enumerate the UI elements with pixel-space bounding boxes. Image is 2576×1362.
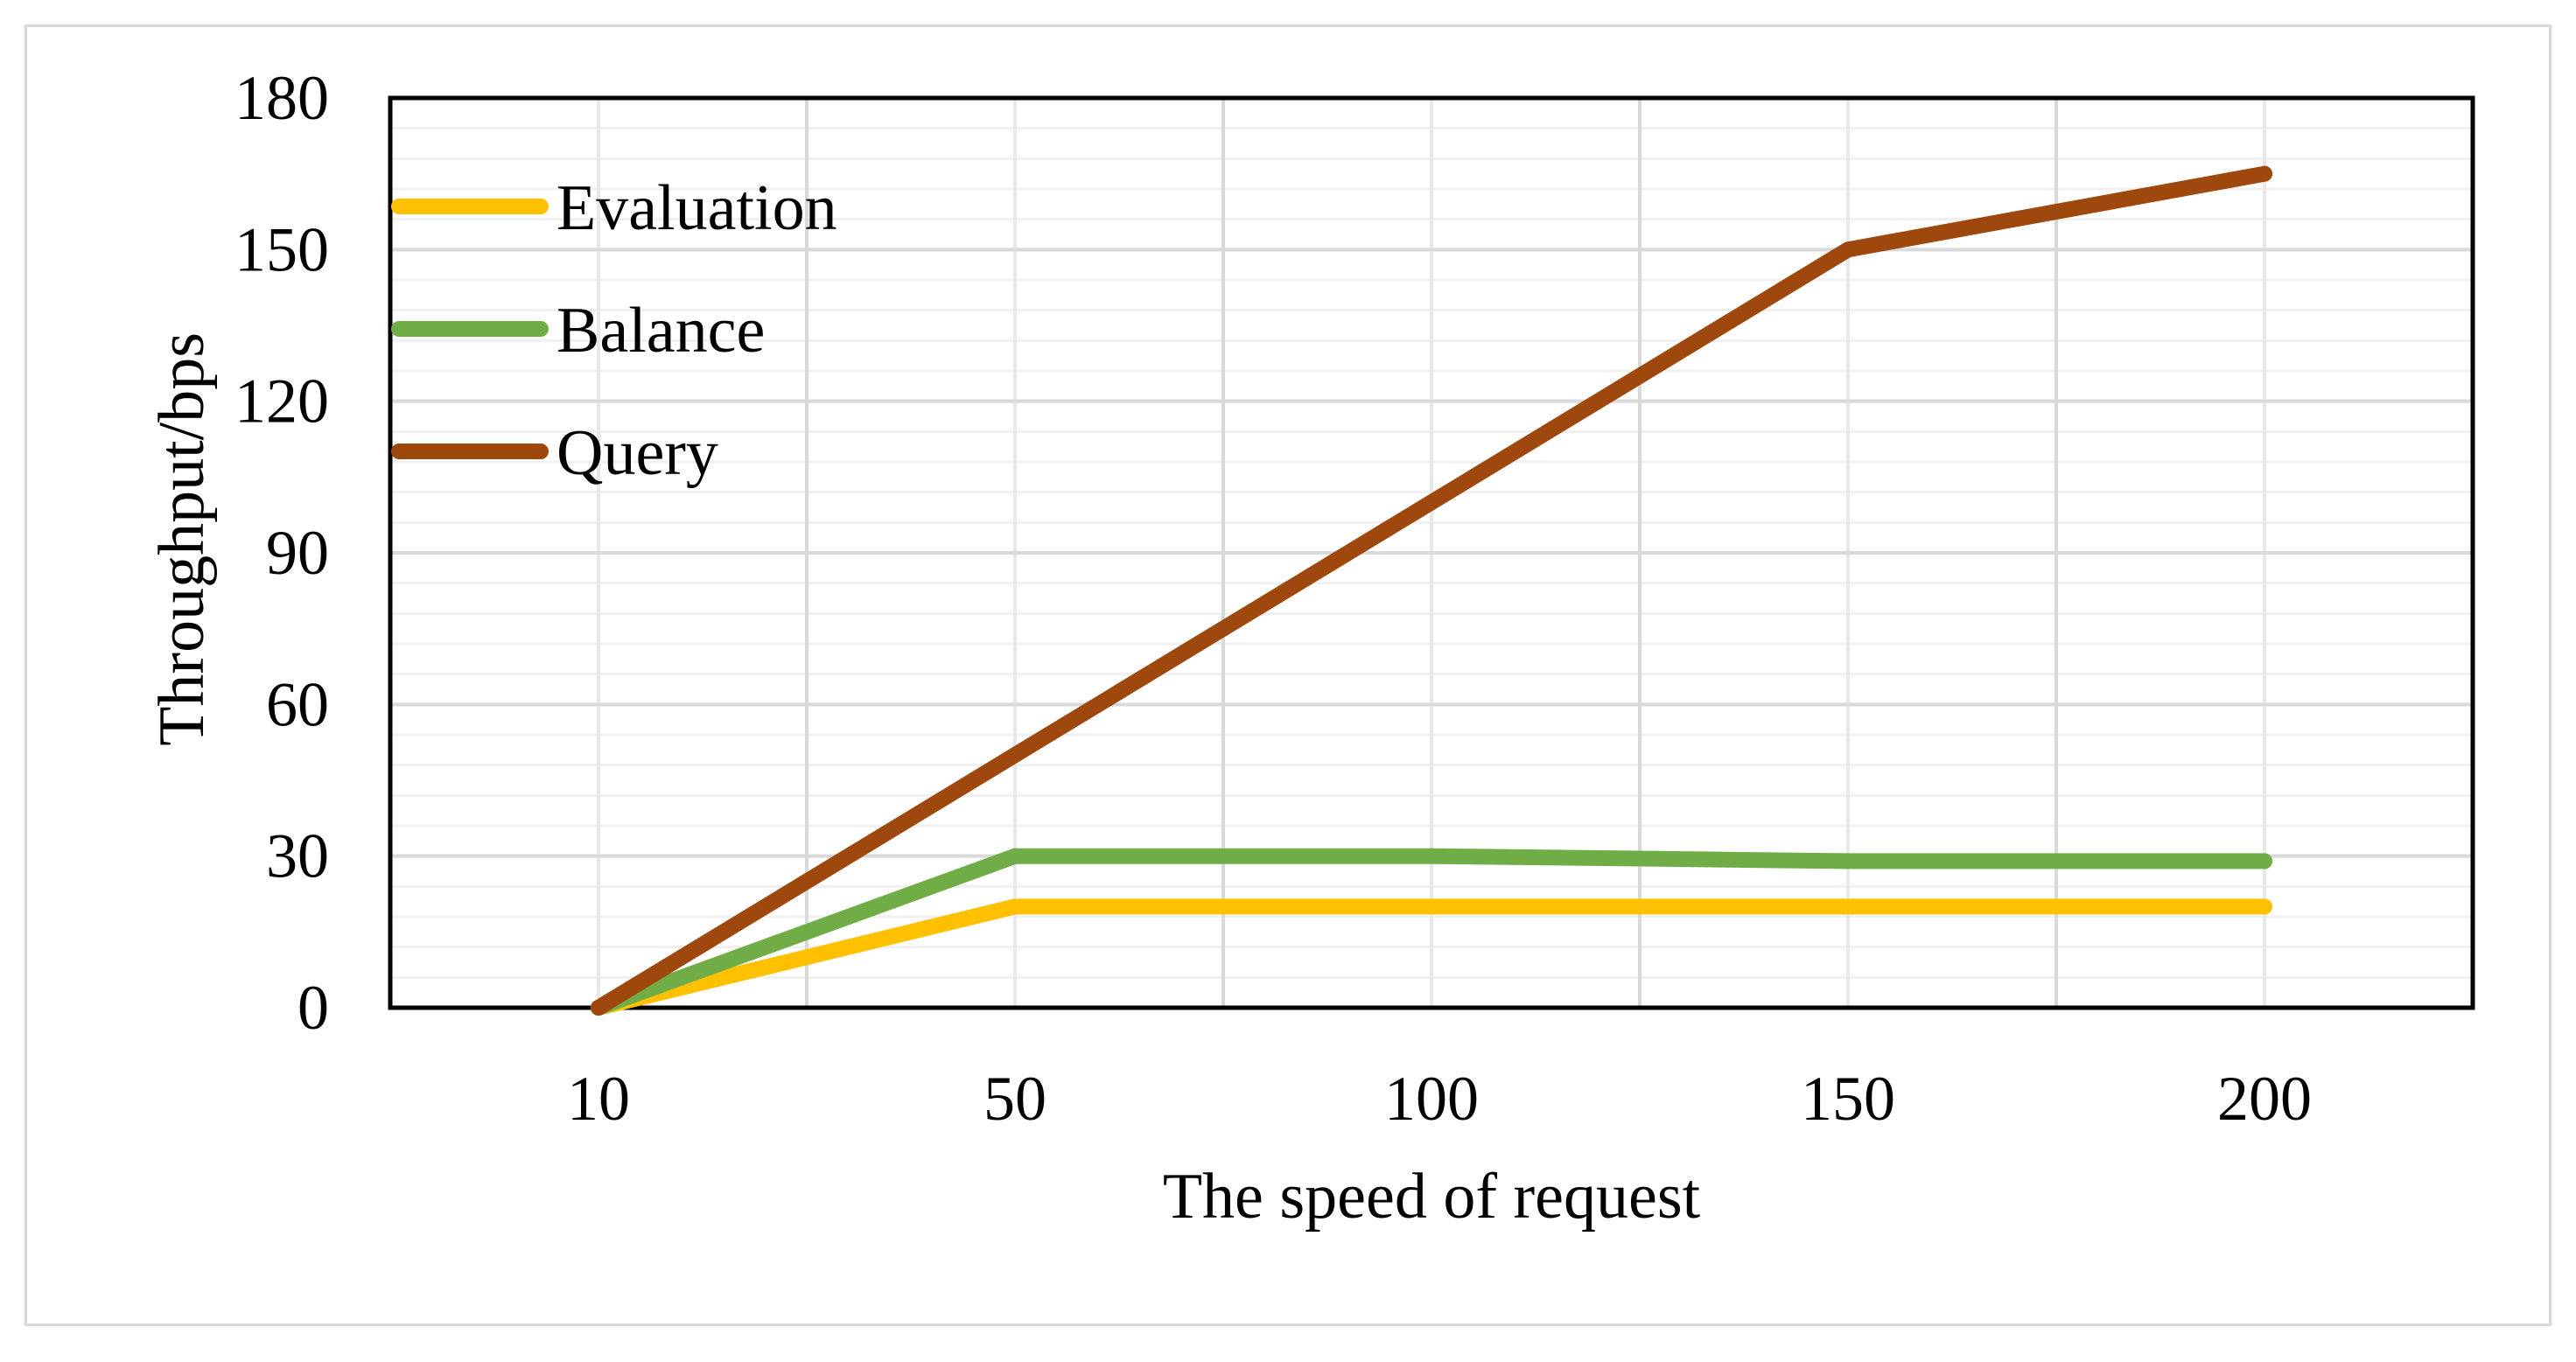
legend-label-balance: Balance: [556, 295, 765, 367]
x-tick-label: 100: [1384, 1064, 1479, 1134]
data-point-balance: [2257, 853, 2272, 870]
data-point-evaluation: [2257, 898, 2272, 915]
y-tick-label: 150: [234, 214, 329, 284]
legend: Evaluation Balance Query: [391, 172, 837, 489]
data-point-balance: [1424, 848, 1439, 864]
x-tick-label: 50: [984, 1064, 1046, 1134]
data-point-query: [1424, 494, 1439, 511]
x-tick-label: 200: [2217, 1064, 2312, 1134]
data-point-evaluation: [1424, 898, 1439, 915]
data-point-query: [1840, 241, 1856, 258]
data-point-query: [591, 1000, 606, 1016]
series-layer: [591, 165, 2272, 1016]
y-tick-label: 0: [298, 973, 329, 1043]
x-tick-label: 10: [567, 1064, 630, 1134]
legend-label-query: Query: [556, 417, 718, 489]
data-point-evaluation: [1840, 898, 1856, 915]
y-axis-title: Throughput/bps: [146, 332, 218, 746]
data-point-evaluation: [1007, 898, 1023, 915]
y-tick-label: 180: [234, 63, 329, 133]
y-tick-label: 30: [266, 821, 329, 891]
legend-label-evaluation: Evaluation: [556, 172, 837, 244]
data-point-query: [2257, 165, 2272, 182]
data-point-balance: [1007, 848, 1023, 864]
x-tick-label: 150: [1801, 1064, 1895, 1134]
x-axis-title: The speed of request: [1163, 1161, 1701, 1233]
y-tick-label: 90: [266, 518, 329, 588]
data-point-balance: [1840, 853, 1856, 870]
data-point-query: [1007, 747, 1023, 764]
y-tick-label: 120: [234, 367, 329, 437]
axes-layer: 0 30 60 90 120 150 180 10 50 100 150 200: [234, 63, 2475, 1134]
plot-area-border: [388, 95, 2475, 1010]
y-tick-label: 60: [266, 669, 329, 739]
